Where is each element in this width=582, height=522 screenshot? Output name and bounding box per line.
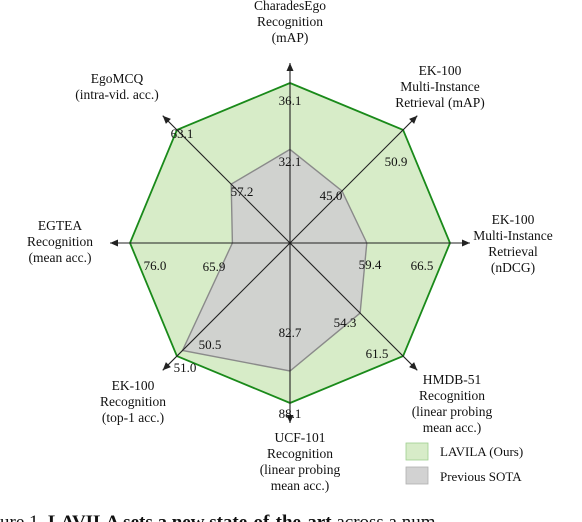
axis-title-8-line-2: (intra-vid. acc.) — [75, 87, 159, 102]
legend-label-sota: Previous SOTA — [440, 469, 522, 484]
axis-title-5-line-3: (linear probing — [260, 462, 341, 477]
axis-title-4-line-1: HMDB-51 — [423, 372, 482, 387]
axis-title-5-line-1: UCF-101 — [274, 430, 325, 445]
axis-arrowhead-8 — [162, 115, 171, 124]
legend: LAVILA (Ours) Previous SOTA — [405, 442, 523, 485]
axis-line-6 — [162, 242, 291, 371]
value-label-ours-7: 76.0 — [144, 258, 167, 273]
axis-title-4-line-4: mean acc.) — [423, 420, 481, 435]
value-label-sota-8: 57.2 — [231, 184, 254, 199]
value-label-ours-4: 61.5 — [366, 346, 389, 361]
caption-bold: LAVILA sets a new state-of-the-art — [48, 512, 332, 522]
axis-title-5-line-4: mean acc.) — [271, 478, 329, 493]
value-label-sota-3: 59.4 — [359, 257, 382, 272]
axis-title-6-line-1: EK-100 — [112, 378, 155, 393]
legend-swatch-ours — [405, 442, 429, 461]
axis-title-2-line-3: Retrieval (mAP) — [395, 95, 485, 110]
axis-title-7-line-1: EGTEA — [38, 218, 82, 233]
axis-title-3-line-1: EK-100 — [492, 212, 535, 227]
axis-line-4 — [289, 242, 418, 371]
axis-title-1-line-2: Recognition — [257, 14, 323, 29]
axis-title-4-line-2: Recognition — [419, 388, 485, 403]
axis-arrowhead-7 — [110, 239, 118, 247]
axis-title-6-line-2: Recognition — [100, 394, 166, 409]
caption-rest: across a num — [336, 512, 435, 522]
axis-title-6: EK-100 Recognition (top-1 acc.) — [100, 378, 166, 425]
value-label-ours-2: 50.9 — [385, 154, 408, 169]
axis-title-2-line-2: Multi-Instance — [400, 79, 479, 94]
figure-caption: ure 1. LAVILA sets a new state-of-the-ar… — [0, 512, 436, 522]
axis-arrowhead-5 — [286, 415, 294, 423]
axis-title-2-line-1: EK-100 — [419, 63, 462, 78]
axis-title-2: EK-100 Multi-Instance Retrieval (mAP) — [395, 63, 485, 110]
value-label-ours-1: 36.1 — [279, 93, 302, 108]
value-label-sota-4: 54.3 — [334, 315, 357, 330]
caption-prefix: ure 1. — [0, 512, 48, 522]
axis-line-2 — [289, 115, 418, 244]
value-label-sota-7: 65.9 — [203, 259, 226, 274]
axis-title-7-line-3: (mean acc.) — [29, 250, 92, 265]
axis-title-3-line-2: Multi-Instance — [473, 228, 552, 243]
legend-label-ours: LAVILA (Ours) — [440, 444, 523, 459]
axis-layer — [110, 63, 470, 423]
value-label-sota-2: 45.0 — [320, 188, 343, 203]
axis-title-8-line-1: EgoMCQ — [91, 71, 144, 86]
axis-arrowhead-4 — [409, 362, 418, 371]
axis-arrowhead-3 — [462, 239, 470, 247]
value-label-ours-5: 88.1 — [279, 406, 302, 421]
value-label-ours-8: 63.1 — [171, 126, 194, 141]
axis-title-7-line-2: Recognition — [27, 234, 93, 249]
axis-title-4: HMDB-51 Recognition (linear probing mean ac… — [412, 372, 493, 435]
legend-swatch-sota — [405, 466, 429, 485]
axis-title-3-line-3: Retrieval — [488, 244, 538, 259]
axis-title-5-line-2: Recognition — [267, 446, 333, 461]
axis-line-8 — [162, 115, 291, 244]
axis-arrowhead-6 — [162, 362, 171, 371]
value-label-sota-6: 50.5 — [199, 337, 222, 352]
axis-arrowhead-2 — [409, 115, 418, 124]
axis-title-7: EGTEA Recognition (mean acc.) — [27, 218, 93, 265]
axis-title-3: EK-100 Multi-Instance Retrieval (nDCG) — [473, 212, 552, 275]
axis-labels: CharadesEgo Recognition (mAP)EK-100 Multi-I… — [27, 0, 553, 493]
axis-title-1-line-1: CharadesEgo — [254, 0, 326, 13]
axis-title-4-line-3: (linear probing — [412, 404, 493, 419]
value-label-ours-3: 66.5 — [411, 258, 434, 273]
value-label-sota-1: 32.1 — [279, 154, 302, 169]
axis-title-1: CharadesEgo Recognition (mAP) — [254, 0, 326, 45]
axis-title-6-line-3: (top-1 acc.) — [102, 410, 164, 425]
axis-title-5: UCF-101 Recognition (linear probing mean ac… — [260, 430, 341, 493]
value-label-ours-6: 51.0 — [174, 360, 197, 375]
value-label-sota-5: 82.7 — [279, 325, 302, 340]
axis-title-8: EgoMCQ (intra-vid. acc.) — [75, 71, 159, 102]
value-labels: 36.1 32.1 50.9 45.0 66.5 59.4 61.5 54.3 88.1 82.7… — [144, 93, 434, 421]
axis-title-3-line-4: (nDCG) — [491, 260, 535, 275]
axis-title-1-line-3: (mAP) — [272, 30, 309, 45]
axis-arrowhead-1 — [286, 63, 294, 71]
